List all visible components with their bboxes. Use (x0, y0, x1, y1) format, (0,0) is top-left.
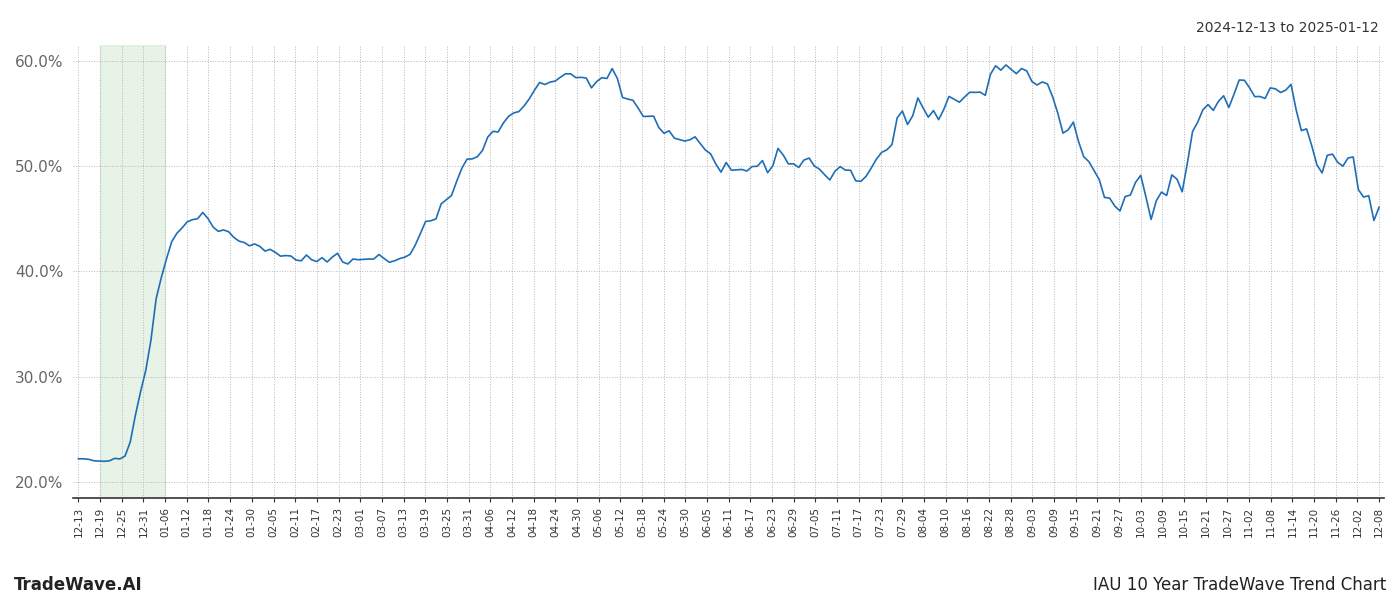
Text: TradeWave.AI: TradeWave.AI (14, 576, 143, 594)
Bar (99, 45, 165, 498)
Text: 2024-12-13 to 2025-01-12: 2024-12-13 to 2025-01-12 (1196, 21, 1379, 35)
Text: IAU 10 Year TradeWave Trend Chart: IAU 10 Year TradeWave Trend Chart (1093, 576, 1386, 594)
